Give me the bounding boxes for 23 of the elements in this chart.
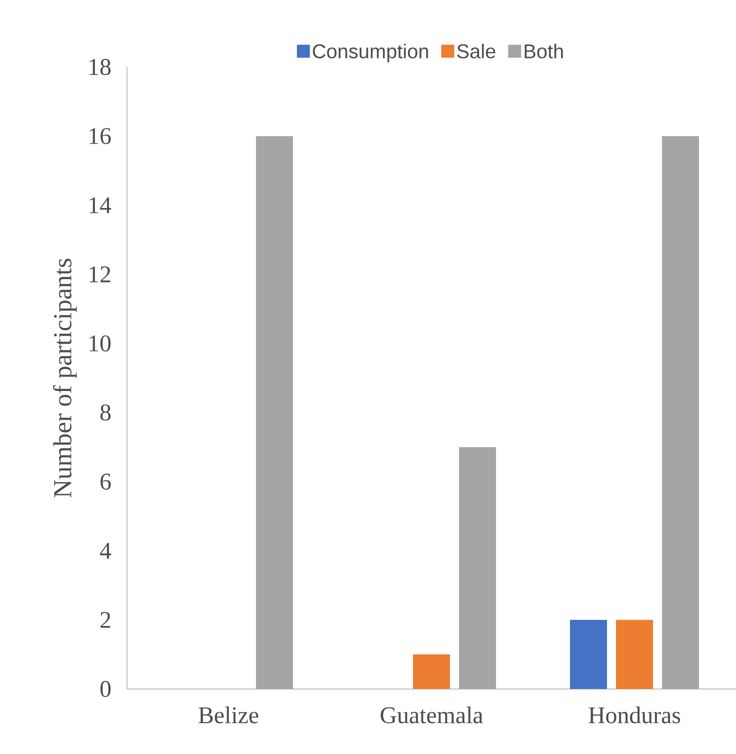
legend-label: Sale bbox=[457, 44, 496, 58]
y-tick-label: 14 bbox=[90, 197, 112, 214]
bar bbox=[413, 654, 450, 689]
y-tick-label: 8 bbox=[100, 404, 111, 421]
bar bbox=[570, 620, 607, 689]
legend-label: Consumption bbox=[312, 44, 428, 62]
y-tick-label: 10 bbox=[90, 335, 111, 352]
y-tick-label: 6 bbox=[100, 474, 111, 490]
x-tick-label: Guatemala bbox=[380, 706, 483, 724]
bar bbox=[616, 620, 653, 689]
bar bbox=[256, 136, 293, 689]
y-tick-label: 12 bbox=[90, 266, 110, 282]
legend-label: Both bbox=[524, 44, 563, 58]
y-tick-label: 4 bbox=[100, 542, 112, 559]
y-tick-label: 2 bbox=[100, 612, 110, 628]
y-tick-label: 18 bbox=[90, 58, 111, 76]
x-tick-label: Belize bbox=[198, 706, 258, 724]
y-tick-label: 0 bbox=[100, 680, 111, 698]
x-tick-label: Honduras bbox=[588, 706, 680, 724]
bar bbox=[662, 136, 699, 689]
y-tick-label: 16 bbox=[90, 128, 111, 144]
y-axis-title: Number of participants bbox=[52, 258, 77, 498]
bar bbox=[459, 447, 496, 689]
